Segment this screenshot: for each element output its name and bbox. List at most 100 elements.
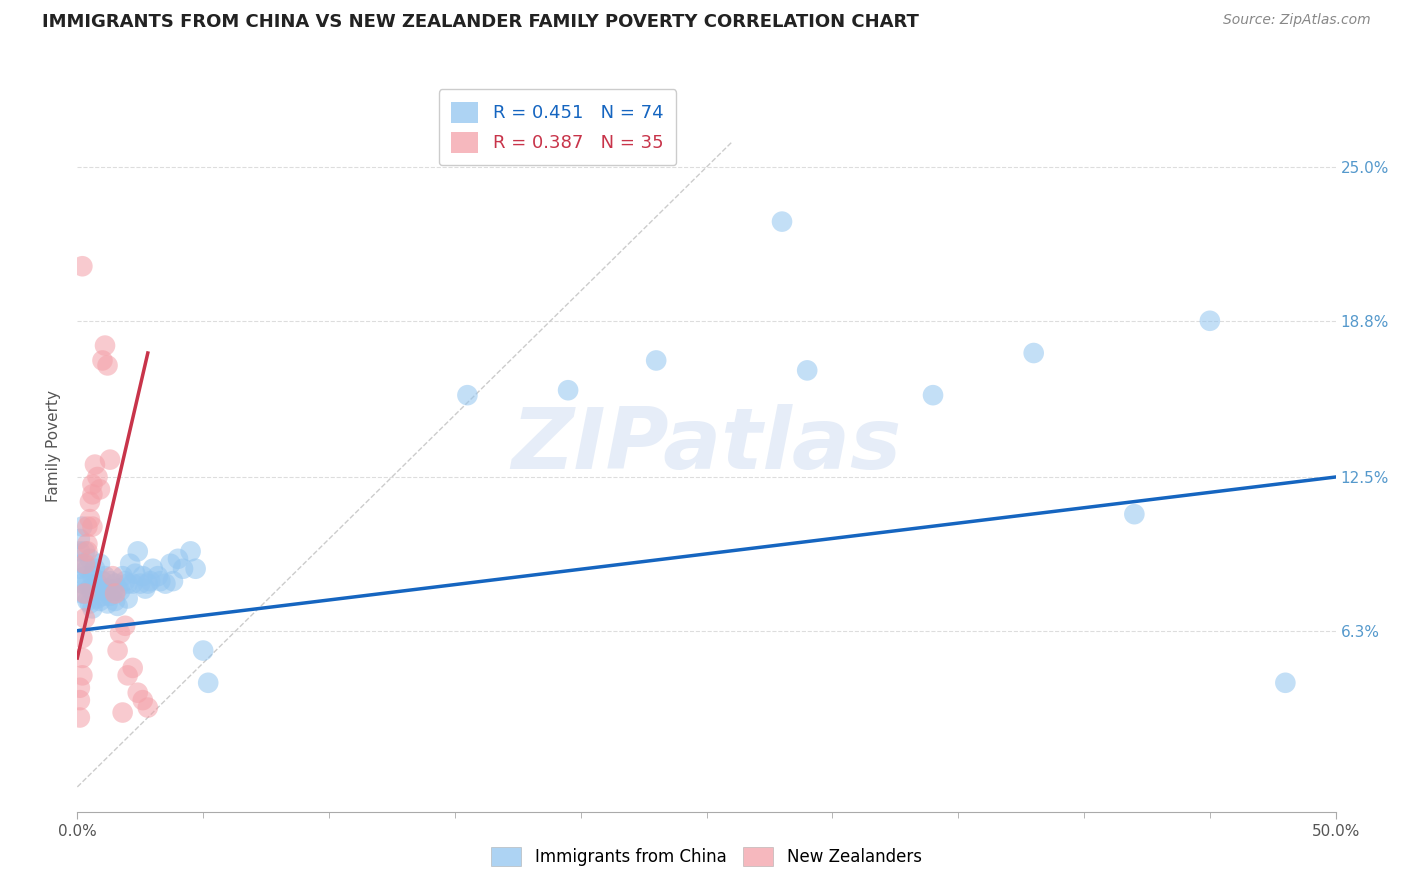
Point	[1022, 346, 1045, 360]
Point	[120, 557, 142, 571]
Point	[117, 576, 139, 591]
Point	[96, 582, 118, 596]
Point	[124, 566, 146, 581]
Point	[98, 574, 121, 588]
Point	[796, 363, 818, 377]
Point	[69, 544, 91, 558]
Point	[117, 668, 139, 682]
Point	[162, 574, 184, 588]
Point	[101, 569, 124, 583]
Point	[82, 584, 104, 599]
Point	[98, 589, 121, 603]
Point	[108, 626, 131, 640]
Text: ZIPatlas: ZIPatlas	[512, 404, 901, 488]
Point	[82, 569, 104, 583]
Point	[82, 519, 104, 533]
Text: Source: ZipAtlas.com: Source: ZipAtlas.com	[1223, 13, 1371, 28]
Point	[76, 562, 98, 576]
Point	[136, 700, 159, 714]
Point	[76, 537, 98, 551]
Point	[1199, 314, 1222, 328]
Point	[155, 576, 177, 591]
Point	[107, 599, 129, 613]
Point	[73, 586, 96, 600]
Point	[72, 631, 94, 645]
Point	[84, 562, 107, 576]
Point	[1123, 507, 1146, 521]
Y-axis label: Family Poverty: Family Poverty	[46, 390, 62, 502]
Point	[84, 582, 107, 596]
Point	[86, 591, 108, 606]
Point	[79, 582, 101, 596]
Point	[86, 576, 108, 591]
Point	[167, 551, 190, 566]
Point	[91, 574, 114, 588]
Point	[73, 611, 96, 625]
Point	[922, 388, 945, 402]
Point	[69, 710, 91, 724]
Point	[72, 259, 94, 273]
Point	[456, 388, 478, 402]
Point	[132, 569, 155, 583]
Point	[84, 458, 107, 472]
Legend: Immigrants from China, New Zealanders: Immigrants from China, New Zealanders	[485, 840, 928, 873]
Point	[645, 353, 668, 368]
Point	[76, 594, 98, 608]
Point	[73, 557, 96, 571]
Point	[72, 519, 94, 533]
Point	[89, 594, 111, 608]
Point	[72, 668, 94, 682]
Point	[79, 551, 101, 566]
Point	[94, 338, 117, 352]
Point	[82, 601, 104, 615]
Point	[89, 483, 111, 497]
Point	[79, 597, 101, 611]
Point	[111, 569, 134, 583]
Point	[96, 359, 118, 373]
Point	[96, 597, 118, 611]
Point	[134, 582, 156, 596]
Point	[79, 512, 101, 526]
Point	[191, 643, 215, 657]
Point	[72, 557, 94, 571]
Point	[101, 584, 124, 599]
Point	[76, 519, 98, 533]
Point	[69, 562, 91, 576]
Point	[73, 569, 96, 583]
Point	[104, 586, 127, 600]
Text: IMMIGRANTS FROM CHINA VS NEW ZEALANDER FAMILY POVERTY CORRELATION CHART: IMMIGRANTS FROM CHINA VS NEW ZEALANDER F…	[42, 13, 920, 31]
Point	[104, 594, 127, 608]
Point	[73, 586, 96, 600]
Point	[73, 544, 96, 558]
Point	[770, 214, 793, 228]
Point	[104, 576, 127, 591]
Point	[127, 686, 149, 700]
Point	[127, 544, 149, 558]
Point	[91, 589, 114, 603]
Point	[557, 383, 579, 397]
Point	[139, 574, 162, 588]
Point	[69, 532, 91, 546]
Point	[142, 562, 165, 576]
Point	[108, 584, 131, 599]
Point	[172, 562, 194, 576]
Point	[76, 544, 98, 558]
Point	[89, 557, 111, 571]
Point	[111, 706, 134, 720]
Point	[146, 569, 169, 583]
Point	[91, 353, 114, 368]
Point	[86, 470, 108, 484]
Point	[136, 576, 159, 591]
Point	[121, 661, 143, 675]
Point	[114, 574, 136, 588]
Point	[1274, 675, 1296, 690]
Point	[82, 487, 104, 501]
Point	[180, 544, 202, 558]
Point	[184, 562, 207, 576]
Point	[82, 477, 104, 491]
Point	[159, 557, 181, 571]
Point	[72, 586, 94, 600]
Point	[72, 651, 94, 665]
Point	[117, 591, 139, 606]
Point	[69, 693, 91, 707]
